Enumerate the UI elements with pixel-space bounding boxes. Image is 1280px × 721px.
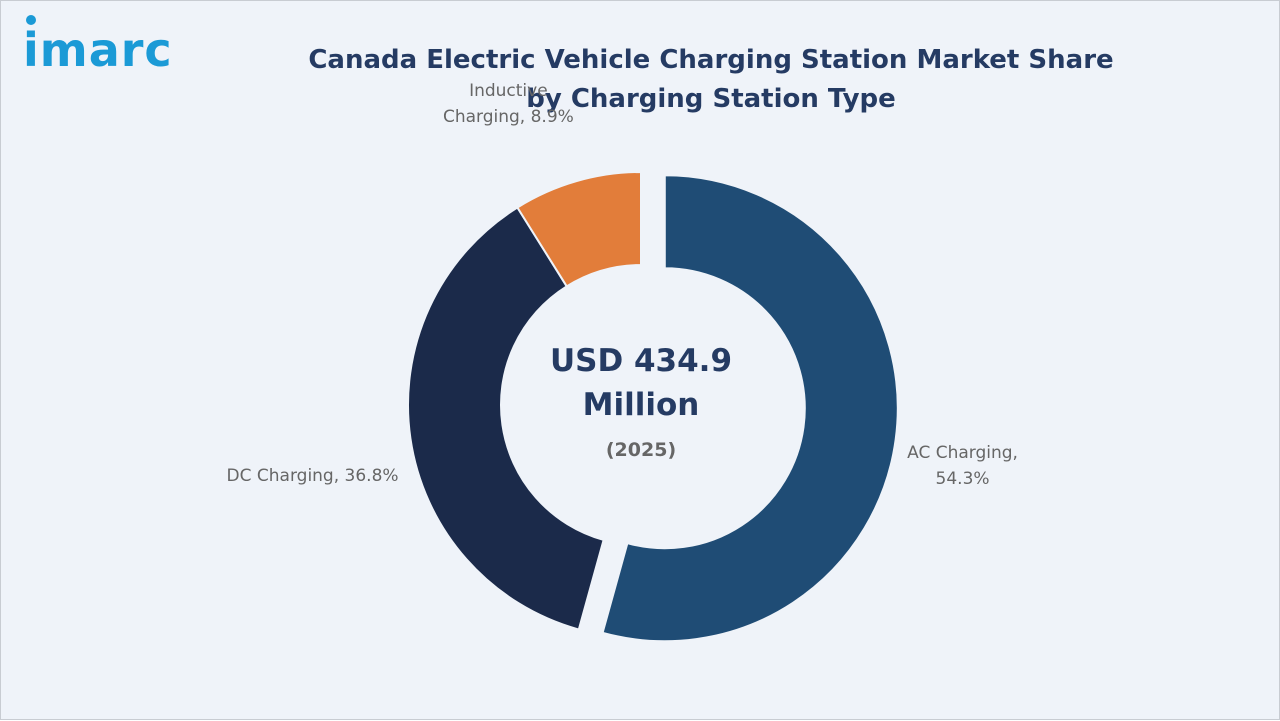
slice	[407, 206, 605, 631]
logo-dot	[26, 15, 36, 25]
center-text: USD 434.9 Million	[549, 343, 733, 423]
data-label: Inductive Charging, 8.9%	[442, 80, 574, 127]
data-label: DC Charging, 36.8%	[226, 466, 399, 487]
chart-title: Canada Electric Vehicle Charging Station…	[308, 45, 1114, 114]
slice	[516, 170, 642, 288]
slice	[601, 174, 899, 643]
logo: imarc	[23, 23, 173, 77]
center-subtext: (2025)	[605, 439, 677, 461]
data-label: AC Charging, 54.3%	[907, 443, 1018, 490]
